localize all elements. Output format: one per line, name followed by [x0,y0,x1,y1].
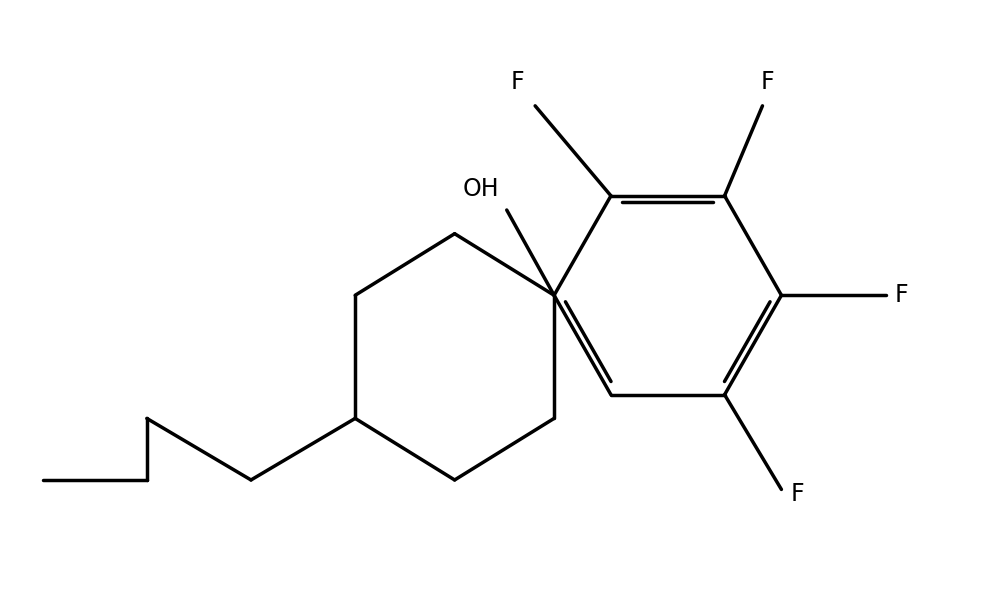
Text: F: F [759,70,773,94]
Text: F: F [895,283,908,307]
Text: F: F [510,70,524,94]
Text: F: F [790,482,803,506]
Text: OH: OH [462,176,498,200]
